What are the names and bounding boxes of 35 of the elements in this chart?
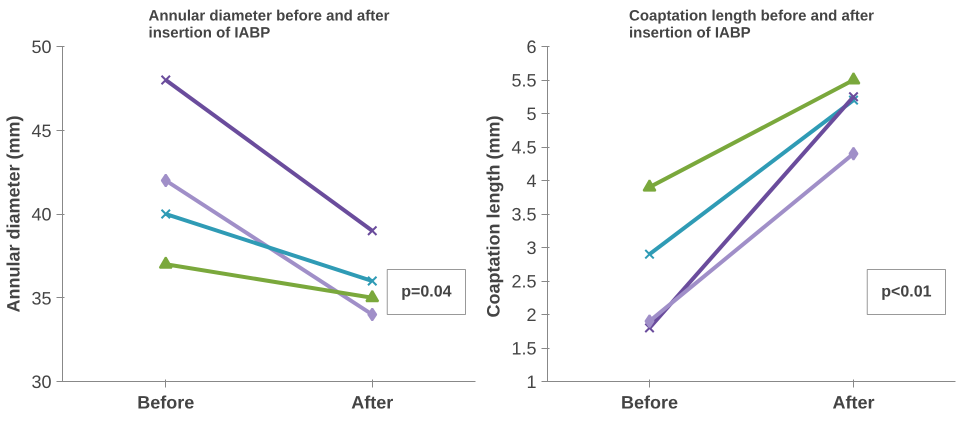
point	[848, 92, 859, 102]
y-axis-title: Annular diameter (mm)	[3, 115, 24, 313]
point	[848, 94, 859, 106]
y-tick-label: 5	[526, 104, 537, 124]
y-tick-label: 2.5	[511, 272, 537, 292]
point	[367, 226, 378, 236]
x-tick-label: After	[832, 392, 875, 412]
y-tick-label: 4	[526, 171, 537, 191]
y-tick-label: 6	[526, 37, 537, 57]
point	[160, 174, 171, 188]
y-tick-label: 45	[31, 120, 52, 141]
annotation: p<0.01	[881, 284, 932, 300]
y-tick-label: 4.5	[511, 138, 537, 158]
y-axis-title: Coaptation length (mm)	[483, 116, 504, 318]
y-tick-label: 50	[31, 37, 52, 57]
point	[367, 308, 378, 322]
y-tick-label: 30	[31, 372, 52, 392]
chart-title: Coaptation length before and after insertion of IABP	[628, 8, 874, 42]
annotation: p=0.04	[401, 284, 452, 300]
y-tick-label: 5.5	[511, 70, 537, 90]
y-tick-label: 1	[526, 372, 537, 392]
x-tick-label: After	[351, 392, 394, 412]
y-tick-label: 3.5	[511, 204, 537, 224]
y-tick-label: 3	[526, 238, 537, 258]
chart-title: Annular diameter before and after insertion of IABP	[148, 8, 390, 42]
point	[644, 248, 655, 260]
y-tick-label: 2	[526, 305, 537, 325]
y-tick-label: 1.5	[511, 338, 537, 358]
y-tick-label: 40	[31, 204, 52, 224]
point	[160, 208, 171, 220]
y-tick-label: 35	[31, 288, 52, 308]
x-tick-label: Before	[137, 392, 194, 412]
point	[160, 74, 171, 86]
point	[367, 276, 378, 286]
x-tick-label: Before	[620, 392, 678, 412]
